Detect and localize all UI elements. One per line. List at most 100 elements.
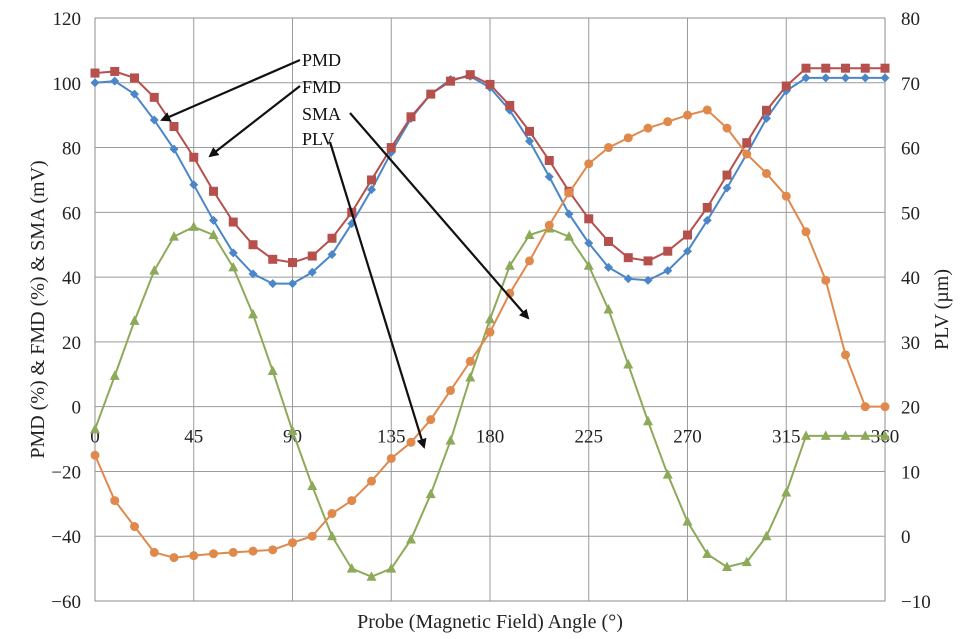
y2-tick-label: 0 [901, 527, 911, 548]
data-point-pmd [169, 144, 179, 154]
annotation-arrow-sma [349, 112, 530, 320]
data-point-sma [386, 563, 397, 573]
y-tick-label: 20 [62, 333, 81, 354]
data-point-plv [821, 275, 831, 285]
data-point-plv [110, 496, 120, 506]
data-point-pmd [544, 172, 554, 182]
data-point-fmd [643, 256, 653, 266]
data-point-sma [524, 229, 535, 240]
data-point-sma [327, 530, 337, 541]
data-point-plv [90, 450, 100, 460]
data-point-pmd [604, 262, 613, 272]
data-point-plv [604, 143, 613, 153]
data-point-pmd [643, 275, 653, 285]
data-point-fmd [742, 138, 752, 148]
data-point-sma [564, 231, 574, 241]
data-point-plv [485, 327, 495, 337]
y2-tick-label: −10 [901, 592, 931, 613]
y2-tick-label: 80 [901, 9, 920, 30]
data-point-plv [643, 123, 653, 133]
data-point-sma [781, 486, 792, 497]
data-point-plv [347, 496, 357, 506]
data-point-pmd [663, 266, 673, 276]
data-point-plv [762, 168, 771, 178]
data-point-sma [583, 260, 594, 270]
data-point-plv [288, 538, 297, 548]
data-point-plv [544, 220, 554, 230]
data-point-pmd [228, 248, 238, 258]
data-point-fmd [406, 112, 416, 122]
data-point-fmd [485, 79, 495, 89]
data-point-plv [525, 256, 534, 266]
x-tick-label: 135 [377, 427, 406, 448]
data-point-plv [228, 547, 238, 557]
annotation-label-fmd: FMD [302, 77, 341, 97]
data-point-plv [465, 356, 475, 366]
data-point-sma [228, 261, 239, 272]
data-point-sma [702, 548, 713, 559]
data-point-fmd [841, 63, 850, 73]
y-tick-label: 80 [62, 139, 81, 160]
data-point-sma [820, 430, 831, 440]
data-point-sma [860, 430, 871, 440]
data-point-pmd [110, 76, 120, 86]
data-point-plv [841, 350, 850, 360]
data-point-pmd [367, 185, 376, 195]
data-point-sma [346, 563, 357, 573]
data-point-sma [880, 430, 890, 440]
data-point-plv [406, 437, 416, 447]
data-point-fmd [386, 143, 396, 153]
series-sma [90, 221, 890, 581]
series-plv [90, 105, 890, 563]
annotation-arrow-pmd [160, 58, 301, 122]
y-tick-label: 60 [62, 203, 81, 224]
data-point-plv [722, 123, 732, 133]
data-point-sma [129, 315, 140, 325]
y2-tick-label: 70 [901, 74, 920, 95]
y2-tick-label: 20 [901, 398, 920, 419]
data-point-sma [188, 221, 199, 231]
data-point-plv [367, 476, 376, 486]
data-point-pmd [683, 246, 692, 256]
y-tick-label: 40 [62, 268, 81, 289]
data-point-plv [426, 415, 436, 425]
data-point-fmd [446, 76, 455, 86]
data-point-plv [209, 549, 218, 559]
data-point-pmd [841, 73, 850, 83]
y-tick-label: 100 [53, 74, 82, 95]
data-point-plv [386, 453, 396, 463]
series-layer [90, 63, 890, 581]
data-point-fmd [821, 63, 831, 73]
data-point-pmd [722, 183, 732, 193]
data-point-plv [702, 105, 712, 115]
data-point-fmd [228, 217, 238, 227]
x-tick-label: 225 [575, 427, 604, 448]
data-point-plv [742, 149, 752, 159]
x-tick-label: 270 [673, 427, 702, 448]
data-point-sma [366, 571, 377, 581]
data-point-fmd [860, 63, 870, 73]
data-point-fmd [367, 175, 376, 185]
data-point-fmd [426, 89, 436, 99]
data-point-pmd [90, 78, 100, 88]
data-point-fmd [90, 68, 100, 78]
y2-tick-label: 60 [901, 139, 920, 160]
data-point-fmd [801, 63, 811, 73]
data-point-fmd [149, 92, 159, 102]
x-axis-title: Probe (Magnetic Field) Angle (°) [357, 611, 623, 633]
data-point-fmd [762, 105, 771, 115]
data-point-plv [683, 110, 692, 120]
data-point-pmd [525, 136, 534, 146]
data-point-sma [465, 372, 476, 382]
data-point-fmd [544, 156, 554, 166]
y-tick-label: −20 [51, 462, 81, 483]
data-point-plv [327, 509, 337, 519]
data-point-pmd [209, 215, 218, 225]
data-point-fmd [327, 233, 337, 243]
data-point-plv [307, 531, 317, 541]
data-point-sma [603, 304, 614, 314]
data-point-plv [169, 553, 179, 563]
y2-tick-label: 30 [901, 333, 920, 354]
